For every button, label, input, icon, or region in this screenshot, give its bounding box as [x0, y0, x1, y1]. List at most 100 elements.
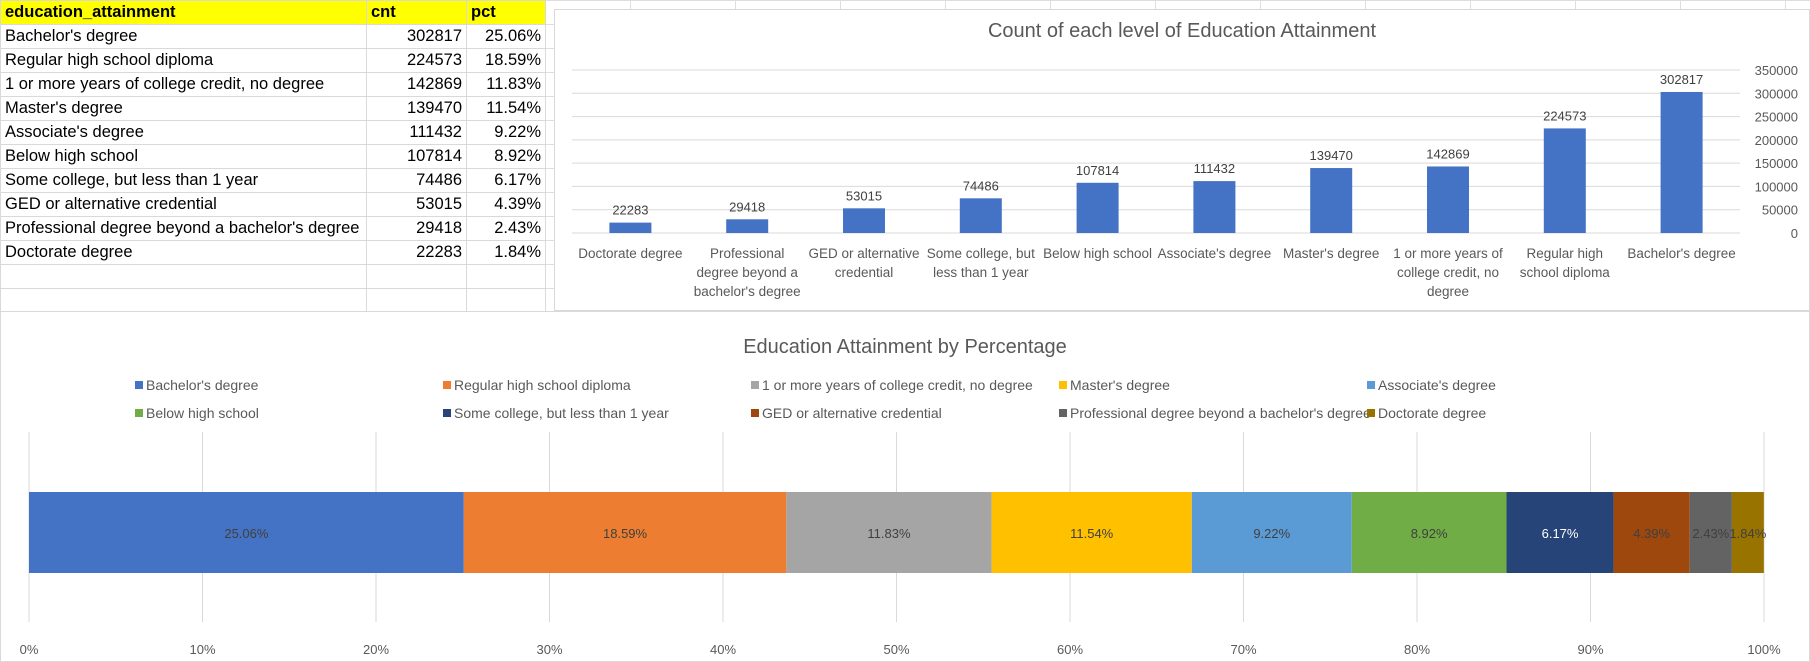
cell-cnt[interactable]: 53015	[366, 192, 467, 217]
cell-pct[interactable]: 1.84%	[466, 240, 546, 265]
cell-cnt[interactable]: 111432	[366, 120, 467, 145]
header-pct[interactable]: pct	[466, 0, 546, 25]
bar-data-label: 142869	[1426, 146, 1469, 161]
cell-label[interactable]: Regular high school diploma	[0, 48, 367, 73]
segment-data-label: 6.17%	[1542, 526, 1579, 541]
cell-label[interactable]: 1 or more years of college credit, no de…	[0, 72, 367, 97]
empty-cell[interactable]	[0, 264, 367, 289]
legend-item[interactable]: Master's degree	[1059, 376, 1367, 394]
legend-label: Some college, but less than 1 year	[454, 405, 669, 421]
cell-cnt[interactable]: 224573	[366, 48, 467, 73]
stack-segment[interactable]	[1506, 492, 1614, 573]
cell-label[interactable]: Master's degree	[0, 96, 367, 121]
empty-cell[interactable]	[366, 288, 467, 313]
legend-item[interactable]: Regular high school diploma	[443, 376, 751, 394]
cell-cnt[interactable]: 302817	[366, 24, 467, 49]
bar[interactable]	[609, 222, 652, 233]
legend-label: GED or alternative credential	[762, 405, 942, 421]
header-education-attainment[interactable]: education_attainment	[0, 0, 367, 25]
stack-segment[interactable]	[1191, 492, 1352, 573]
stack-segment[interactable]	[1351, 492, 1507, 573]
segment-data-label: 25.06%	[224, 526, 269, 541]
cell-label[interactable]: Below high school	[0, 144, 367, 169]
legend-item[interactable]: GED or alternative credential	[751, 404, 1059, 422]
cell-label[interactable]: GED or alternative credential	[0, 192, 367, 217]
table-row: Associate's degree 111432 9.22%	[0, 120, 546, 145]
stack-segment[interactable]	[1731, 492, 1764, 573]
legend-label: Doctorate degree	[1378, 405, 1487, 421]
empty-cell[interactable]	[366, 264, 467, 289]
empty-cell[interactable]	[0, 288, 367, 313]
legend-item[interactable]: Some college, but less than 1 year	[443, 404, 751, 422]
bar-chart-plot: 0 50000 100000 150000 200000 250000 300000 3500…	[572, 63, 1798, 299]
legend-item[interactable]: Associate's degree	[1367, 376, 1675, 394]
cell-cnt[interactable]: 22283	[366, 240, 467, 265]
cell-pct[interactable]: 11.54%	[466, 96, 546, 121]
legend-swatch	[1367, 409, 1375, 417]
legend-swatch	[135, 409, 143, 417]
cell-pct[interactable]: 4.39%	[466, 192, 546, 217]
bar[interactable]	[726, 219, 769, 233]
legend-item[interactable]: 1 or more years of college credit, no de…	[751, 376, 1059, 394]
stack-chart-title: Education Attainment by Percentage	[743, 336, 1067, 358]
cell-pct[interactable]: 25.06%	[466, 24, 546, 49]
count-bar-chart[interactable]: Count of each level of Education Attainm…	[554, 9, 1810, 311]
empty-cell[interactable]	[466, 288, 546, 313]
bar[interactable]	[843, 208, 885, 233]
legend-swatch	[443, 409, 451, 417]
legend-item[interactable]: Professional degree beyond a bachelor's …	[1059, 404, 1371, 422]
empty-cell[interactable]	[466, 264, 546, 289]
bar[interactable]	[1427, 166, 1469, 233]
cell-pct[interactable]: 11.83%	[466, 72, 546, 97]
cell-cnt[interactable]: 142869	[366, 72, 467, 97]
legend-item[interactable]: Doctorate degree	[1367, 404, 1675, 422]
cell-label[interactable]: Some college, but less than 1 year	[0, 168, 367, 193]
cell-label[interactable]: Associate's degree	[0, 120, 367, 145]
bar[interactable]	[1193, 181, 1236, 233]
stack-segment[interactable]	[991, 492, 1192, 573]
x-category-label: Associate's degree	[1158, 246, 1272, 261]
cell-pct[interactable]: 9.22%	[466, 120, 546, 145]
x-tick-label: 0%	[20, 642, 39, 657]
legend-swatch	[1059, 409, 1067, 417]
cell-pct[interactable]: 6.17%	[466, 168, 546, 193]
bar[interactable]	[1543, 128, 1586, 233]
legend-label: Below high school	[146, 405, 259, 421]
stack-segment[interactable]	[786, 492, 992, 573]
stack-segment[interactable]	[1613, 492, 1690, 573]
cell-label[interactable]: Doctorate degree	[0, 240, 367, 265]
segment-data-label: 18.59%	[603, 526, 648, 541]
bar[interactable]	[1660, 91, 1703, 233]
cell-cnt[interactable]: 29418	[366, 216, 467, 241]
x-tick-label: 90%	[1577, 642, 1603, 657]
x-tick-label: 100%	[1747, 642, 1781, 657]
cell-cnt[interactable]: 139470	[366, 96, 467, 121]
cell-cnt[interactable]: 107814	[366, 144, 467, 169]
table-row: Some college, but less than 1 year 74486 6…	[0, 168, 546, 193]
legend-item[interactable]: Below high school	[135, 404, 443, 422]
cell-cnt[interactable]: 74486	[366, 168, 467, 193]
table-row: Master's degree 139470 11.54%	[0, 96, 546, 121]
percentage-stacked-chart[interactable]: Education Attainment by Percentage Bache…	[0, 311, 1810, 662]
x-tick-label: 80%	[1404, 642, 1430, 657]
cell-pct[interactable]: 2.43%	[466, 216, 546, 241]
stack-segment[interactable]	[463, 492, 787, 573]
segment-data-label: 11.54%	[1070, 526, 1114, 541]
cell-label[interactable]: Professional degree beyond a bachelor's …	[0, 216, 367, 241]
cell-label[interactable]: Bachelor's degree	[0, 24, 367, 49]
stack-segment[interactable]	[1689, 492, 1732, 573]
x-category-label: Below high school	[1043, 246, 1152, 261]
table-row: Bachelor's degree 302817 25.06%	[0, 24, 546, 49]
segment-data-label: 11.83%	[867, 526, 911, 541]
bar[interactable]	[1310, 168, 1353, 233]
bar[interactable]	[1076, 182, 1119, 233]
x-category-label: GED or alternative	[808, 246, 919, 261]
bar[interactable]	[959, 198, 1002, 233]
cell-pct[interactable]: 8.92%	[466, 144, 546, 169]
cell-pct[interactable]: 18.59%	[466, 48, 546, 73]
header-cnt[interactable]: cnt	[366, 0, 467, 25]
legend-item[interactable]: Bachelor's degree	[135, 376, 443, 394]
legend-swatch	[751, 381, 759, 389]
x-category-label: school diploma	[1520, 265, 1611, 280]
stack-segment[interactable]	[29, 492, 464, 573]
